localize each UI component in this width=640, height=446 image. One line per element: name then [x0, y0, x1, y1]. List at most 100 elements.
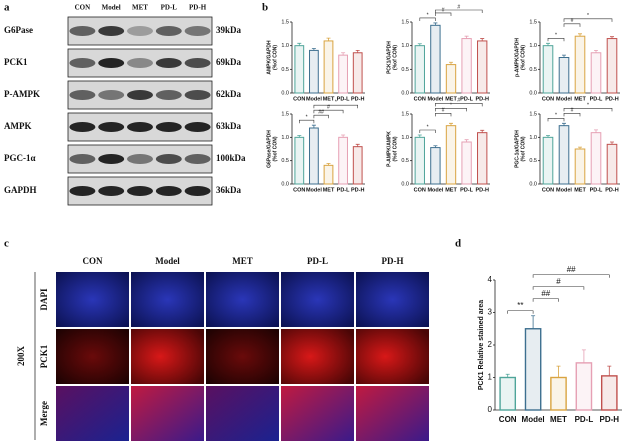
blot-band — [155, 154, 182, 164]
lane-label: PD-H — [189, 4, 207, 12]
x-tick-label: CON — [293, 96, 305, 102]
significance-bracket — [532, 274, 610, 278]
significance-bracket — [313, 109, 344, 114]
x-tick-label: MET — [574, 187, 586, 193]
significance-label: # — [457, 4, 460, 10]
error-bar — [326, 37, 331, 41]
y-axis-label: G6Pase/GAPDH — [266, 130, 272, 168]
error-bar — [433, 145, 438, 148]
x-tick-label: PD-H — [605, 187, 618, 193]
blot-band — [69, 90, 96, 100]
panel-label: a — [4, 2, 10, 14]
x-tick-label: PD-L — [590, 187, 603, 193]
size-label: 39kDa — [216, 25, 242, 35]
blot-band — [184, 122, 211, 132]
y-tick-label: 1.0 — [529, 135, 537, 141]
blot-band — [69, 26, 96, 36]
blot-band — [127, 186, 153, 196]
micrograph — [131, 329, 204, 384]
size-label: 36kDa — [216, 185, 242, 195]
y-axis-label: PCK1/GAPDH — [386, 41, 392, 74]
blot-band — [127, 26, 153, 36]
column-label: PD-L — [307, 256, 328, 266]
blot-band — [184, 90, 211, 100]
bar — [524, 328, 542, 411]
significance-label: ** — [517, 301, 523, 310]
significance-bracket — [435, 12, 452, 16]
bar — [542, 136, 554, 185]
y-tick-label: 1.5 — [281, 19, 289, 25]
protein-label: PGC-1α — [4, 153, 36, 163]
x-tick-label: PD-L — [590, 96, 603, 102]
x-tick-label: PD-L — [460, 187, 473, 193]
micrograph — [206, 386, 279, 441]
column-label: Model — [155, 256, 180, 266]
error-bar — [505, 373, 510, 378]
bar — [477, 132, 488, 185]
x-tick-label: CON — [499, 415, 517, 424]
error-bar — [297, 42, 302, 46]
bar — [558, 125, 570, 185]
significance-label: # — [571, 108, 574, 114]
protein-label: G6Pase — [4, 25, 33, 35]
y-tick-label: 1.5 — [401, 19, 409, 25]
y-tick-label: 2 — [488, 340, 493, 349]
significance-label: * — [335, 100, 337, 106]
error-bar — [546, 135, 550, 138]
error-bar — [531, 315, 536, 329]
y-axis-label: (%of CON) — [520, 136, 526, 161]
error-bar — [341, 134, 346, 138]
bar — [574, 35, 586, 94]
x-tick-label: Model — [306, 187, 322, 193]
x-tick-label: PD-H — [475, 187, 488, 193]
significance-label: ## — [541, 289, 550, 298]
x-tick-label: Model — [522, 415, 545, 424]
error-bar — [355, 50, 360, 53]
significance-label: * — [306, 115, 308, 121]
bar — [575, 362, 593, 411]
size-label: 100kDa — [216, 153, 246, 163]
significance-bracket — [547, 118, 565, 122]
row-label: PCK1 — [39, 344, 49, 368]
y-tick-label: 0.0 — [529, 181, 537, 187]
micrograph — [281, 329, 354, 384]
protein-label: PCK1 — [4, 57, 28, 67]
x-tick-label: MET — [445, 96, 457, 102]
y-tick-label: 0.0 — [529, 90, 537, 96]
blot-band — [155, 26, 182, 36]
bar — [606, 38, 618, 94]
bar — [445, 64, 457, 94]
x-tick-label: Model — [427, 96, 443, 102]
y-axis-label: (%of CON) — [392, 136, 398, 161]
error-bar — [297, 135, 302, 138]
micrograph — [281, 386, 354, 441]
blot-band — [155, 186, 182, 196]
significance-bracket — [435, 113, 452, 117]
y-axis-label: (%of CON) — [392, 45, 398, 70]
blot-band — [127, 90, 153, 100]
bar — [294, 45, 305, 94]
x-tick-label: PD-H — [351, 96, 364, 102]
significance-bracket — [419, 129, 436, 133]
size-label: 62kDa — [216, 89, 242, 99]
bar — [414, 136, 425, 185]
size-label: 69kDa — [216, 57, 242, 67]
y-tick-label: 0.5 — [281, 158, 289, 164]
micrograph — [56, 329, 129, 384]
x-tick-label: PD-H — [475, 96, 488, 102]
protein-label: AMPK — [4, 121, 32, 131]
micrograph — [131, 272, 204, 327]
y-axis-label: (%of CON) — [272, 45, 278, 70]
blot-band — [184, 58, 211, 68]
blot-band — [184, 154, 211, 164]
column-label: MET — [232, 256, 253, 266]
blot-band — [98, 186, 125, 196]
y-tick-label: 0.0 — [401, 181, 409, 187]
size-label: 63kDa — [216, 121, 242, 131]
error-bar — [355, 143, 360, 147]
lane-label: MET — [132, 4, 148, 12]
y-axis-label: PGC-1α/GAPDH — [514, 130, 520, 168]
micrograph — [56, 272, 129, 327]
error-bar — [578, 33, 582, 37]
